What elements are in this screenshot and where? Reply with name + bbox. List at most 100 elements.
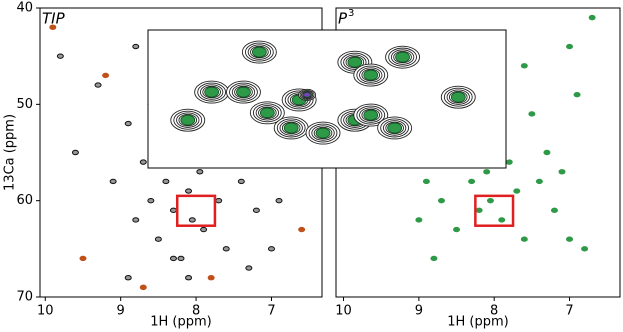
x-axis-label: 1H (ppm)	[150, 315, 212, 330]
contour-core	[450, 91, 466, 103]
peak	[588, 14, 596, 21]
contour-core	[259, 107, 275, 119]
peak	[558, 169, 566, 175]
contour-peak	[305, 121, 341, 145]
peak	[207, 275, 215, 281]
peak	[132, 43, 140, 50]
peak	[196, 169, 204, 175]
peak	[505, 159, 513, 165]
peak	[498, 217, 506, 223]
y-axis-label: 13Ca (ppm)	[3, 114, 18, 191]
peak	[535, 178, 543, 185]
peak	[528, 111, 536, 117]
contour-core	[204, 86, 220, 98]
peak	[483, 169, 491, 175]
contour-core	[387, 122, 403, 134]
peak	[245, 265, 253, 271]
peak	[102, 72, 110, 79]
contour-peak	[249, 101, 285, 125]
contour-peak	[273, 116, 309, 140]
highlight-box	[175, 194, 217, 227]
peak	[147, 197, 155, 204]
contour-peak	[241, 40, 277, 64]
peak	[453, 226, 461, 233]
y-tick-label: 50	[16, 97, 33, 112]
peak	[188, 217, 196, 223]
peak	[94, 82, 102, 88]
peak	[200, 226, 208, 233]
contour-peak	[226, 80, 261, 104]
contour-core	[303, 91, 312, 98]
panel-title: TIP	[42, 10, 66, 28]
x-tick-label: 9	[415, 304, 423, 319]
x-tick-label: 8	[192, 304, 200, 319]
contour-core	[347, 56, 363, 68]
x-axis-label: 1H (ppm)	[447, 315, 509, 330]
peak	[79, 255, 87, 262]
contour-peak	[298, 88, 317, 101]
peak	[252, 207, 260, 214]
peak	[169, 255, 177, 262]
peak	[132, 217, 140, 223]
peak	[573, 92, 581, 98]
peak	[468, 178, 476, 185]
peak	[298, 226, 306, 233]
peak	[581, 246, 589, 252]
y-tick-label: 40	[16, 1, 33, 16]
contour-peak	[385, 45, 421, 69]
peak	[124, 120, 132, 127]
contour-core	[315, 127, 331, 139]
x-tick-label: 8	[490, 304, 498, 319]
highlight-box	[474, 194, 515, 227]
peak	[520, 63, 528, 69]
contour-peak	[377, 116, 413, 140]
peak	[437, 197, 445, 204]
contour-core	[395, 51, 410, 63]
peak	[430, 255, 438, 262]
peak	[267, 246, 275, 252]
peak	[56, 53, 64, 59]
peak	[222, 246, 230, 252]
peak	[486, 197, 494, 204]
y-tick-label: 60	[16, 193, 33, 208]
contour-core	[283, 122, 299, 134]
peak	[185, 188, 193, 194]
peak	[139, 284, 147, 291]
peak	[162, 178, 170, 185]
peak	[185, 275, 193, 281]
peak	[566, 43, 574, 50]
peak	[543, 149, 551, 156]
contour-peak	[353, 103, 389, 127]
peak	[275, 197, 283, 204]
contour-peak	[170, 108, 206, 132]
y-tick-label: 70	[16, 290, 33, 305]
peak	[415, 217, 423, 223]
contour-core	[363, 109, 379, 121]
peak	[154, 236, 162, 242]
x-tick-label: 7	[565, 304, 573, 319]
peak	[215, 197, 223, 204]
panel	[147, 29, 507, 169]
contour-peak	[353, 63, 389, 87]
peak	[139, 159, 147, 165]
x-tick-label: 10	[335, 304, 352, 319]
peak	[124, 275, 132, 281]
x-tick-label: 7	[267, 304, 275, 319]
peak	[475, 207, 483, 214]
peak	[520, 236, 528, 242]
contour-core	[363, 69, 379, 81]
contour-peak	[194, 80, 230, 104]
panel-title-superscript: 3	[348, 8, 354, 19]
peak	[237, 178, 245, 185]
x-tick-label: 10	[37, 304, 54, 319]
contour-core	[251, 46, 267, 58]
x-tick-label: 9	[117, 304, 125, 319]
contour-peak	[440, 85, 476, 109]
contour-core	[236, 86, 251, 98]
peak	[422, 178, 430, 185]
panel-title: P	[338, 10, 348, 28]
peak	[566, 236, 574, 242]
peak	[169, 207, 177, 214]
peak	[71, 149, 79, 156]
